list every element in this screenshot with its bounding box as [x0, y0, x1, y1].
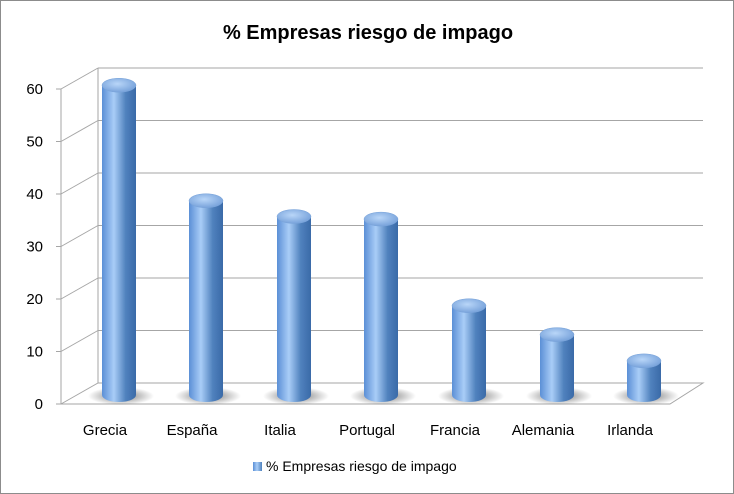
gridline-side [60, 120, 99, 142]
y-tick-label: 10 [26, 344, 43, 361]
bar [88, 78, 154, 405]
y-tick-label: 50 [26, 134, 43, 151]
y-axis-ticks: 0 10 20 30 40 50 60 [26, 81, 61, 413]
bar-cap [276, 209, 312, 224]
legend-swatch [253, 462, 262, 471]
x-tick-label: Grecia [83, 422, 128, 439]
bar [263, 209, 329, 405]
bar-body [364, 219, 398, 402]
x-tick-label: España [167, 422, 219, 439]
bar [438, 298, 504, 405]
bar-body [452, 305, 486, 402]
gridline-side [60, 277, 99, 300]
bar [175, 193, 241, 405]
bar-cap [188, 193, 224, 208]
bar [526, 327, 592, 405]
chart-title: % Empresas riesgo de impago [223, 22, 513, 44]
bars [88, 78, 679, 405]
x-tick-label: Alemania [512, 422, 575, 439]
bar-cap [451, 298, 487, 313]
bar-body [540, 334, 574, 402]
legend-label: % Empresas riesgo de impago [266, 458, 457, 474]
bar-body [189, 200, 223, 402]
bar-body [277, 216, 311, 402]
y-tick-label: 60 [26, 81, 43, 98]
x-tick-label: Italia [264, 422, 296, 439]
bar-body [627, 360, 661, 402]
gridline-side [60, 172, 99, 195]
bar-body [102, 85, 136, 402]
y-tick-label: 30 [26, 239, 43, 256]
bar-cap [539, 327, 575, 342]
bar [350, 211, 416, 405]
legend: % Empresas riesgo de impago [253, 458, 457, 474]
y-tick-label: 40 [26, 186, 43, 203]
bar-cap [626, 353, 662, 369]
gridline-side [60, 225, 99, 247]
y-tick-label: 20 [26, 291, 43, 308]
x-tick-label: Portugal [339, 422, 395, 439]
bar-cap [101, 78, 137, 93]
x-axis-ticks: Grecia España Italia Portugal Francia Alemani… [83, 422, 654, 439]
gridline-side [60, 67, 99, 90]
y-tick-label: 0 [35, 396, 43, 413]
bar [613, 353, 679, 405]
bar-cap [363, 211, 399, 227]
x-tick-label: Francia [430, 422, 481, 439]
x-tick-label: Irlanda [607, 422, 654, 439]
gridline-side [60, 330, 99, 352]
